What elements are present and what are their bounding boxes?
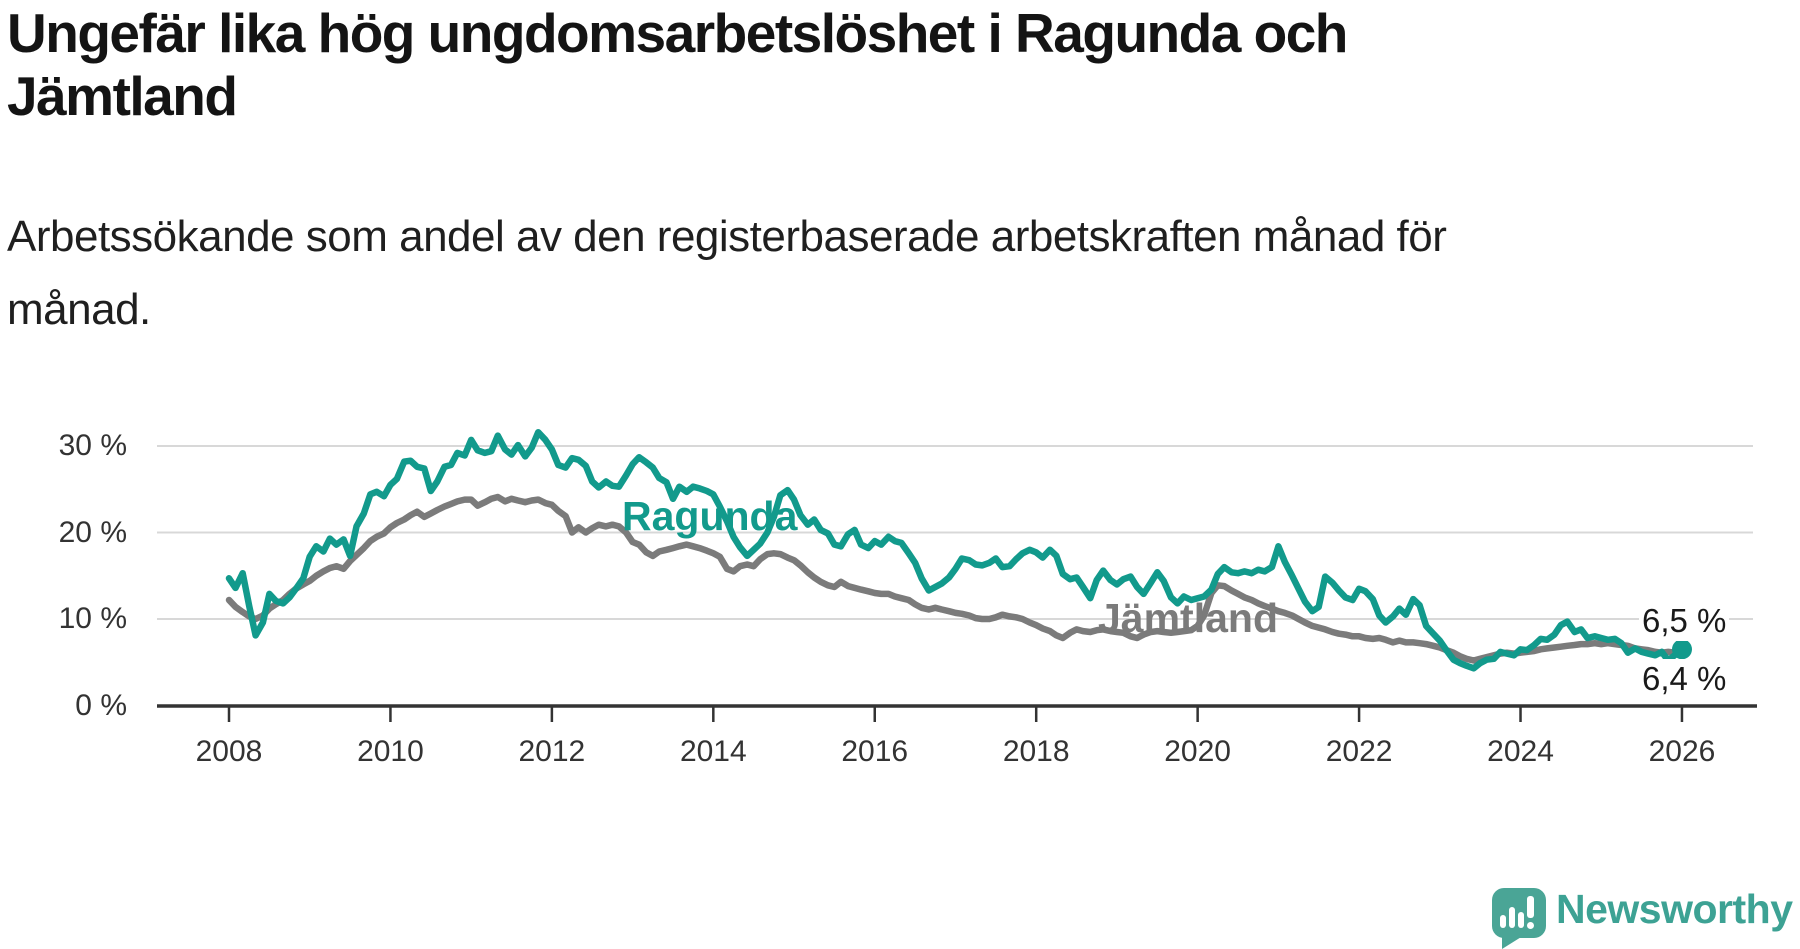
page-subtitle-line1: Arbetssökande som andel av den registerb… xyxy=(7,212,1447,261)
logo-exclamation-icon xyxy=(1527,896,1534,918)
ragunda-end-dot xyxy=(1672,639,1692,660)
logo-bar-icon xyxy=(1509,907,1515,928)
x-tick-label: 2026 xyxy=(1648,735,1716,768)
x-tick-label: 2020 xyxy=(1164,735,1231,768)
x-tick-label: 2014 xyxy=(679,735,747,768)
y-tick-label: 0 % xyxy=(75,688,127,722)
gridlines xyxy=(157,445,1753,620)
ragunda-end-value-label: 6,5 % xyxy=(1639,601,1730,641)
x-tick-label: 2012 xyxy=(518,735,586,768)
logo-bar-icon xyxy=(1500,915,1506,928)
jamtland-end-value-label: 6,4 % xyxy=(1639,659,1730,699)
y-tick-label: 30 % xyxy=(58,429,127,462)
x-tick-label: 2022 xyxy=(1325,735,1393,768)
y-tick-label: 10 % xyxy=(58,602,127,635)
brand-name: Newsworthy xyxy=(1556,886,1793,932)
x-tick-label: 2008 xyxy=(195,735,263,768)
speech-bubble-bar-chart-icon xyxy=(1492,888,1546,938)
logo-exclamation-dot-icon xyxy=(1527,922,1534,929)
page-title: Ungefär lika hög ungdomsarbetslöshet i R… xyxy=(7,2,1607,128)
x-tick-label: 2024 xyxy=(1487,735,1554,768)
ragunda-line xyxy=(225,428,1686,672)
page-title-line1: Ungefär lika hög ungdomsarbetslöshet i R… xyxy=(7,2,1348,64)
y-tick-label: 20 % xyxy=(58,515,127,549)
page-title-line2: Jämtland xyxy=(7,65,238,127)
logo-bar-icon xyxy=(1518,912,1524,928)
ragunda-series-label: Ragunda xyxy=(622,493,798,539)
page-subtitle-line2: månad. xyxy=(7,285,151,334)
jamtland-series-label: Jämtland xyxy=(1098,595,1278,641)
jamtland-line xyxy=(225,493,1686,664)
speech-bubble-tail xyxy=(1502,934,1526,949)
x-axis-ticks xyxy=(227,707,1684,722)
x-tick-label: 2016 xyxy=(841,735,909,768)
x-tick-label: 2018 xyxy=(1002,735,1070,768)
page-subtitle: Arbetssökande som andel av den registerb… xyxy=(7,200,1627,346)
x-tick-label: 2010 xyxy=(357,735,424,768)
